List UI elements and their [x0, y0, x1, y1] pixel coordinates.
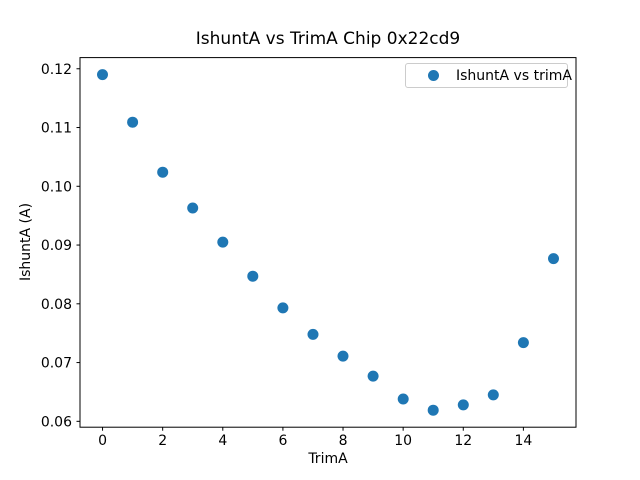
x-tick-label: 2 — [158, 433, 167, 449]
legend-circle-marker-icon — [428, 70, 439, 81]
data-point — [277, 302, 289, 314]
data-point — [427, 404, 439, 416]
x-tick-label: 6 — [278, 433, 287, 449]
y-tick-label: 0.12 — [41, 62, 72, 78]
data-point — [487, 389, 499, 401]
data-point — [187, 202, 199, 214]
y-tick-label: 0.09 — [41, 238, 72, 254]
x-tick-label: 14 — [514, 433, 532, 449]
data-point — [217, 236, 229, 248]
data-point — [367, 370, 379, 382]
data-point — [548, 253, 559, 265]
axes-frame — [79, 57, 577, 428]
y-tick-label: 0.08 — [41, 297, 72, 313]
y-tick-label: 0.11 — [41, 121, 72, 137]
data-point — [337, 350, 349, 362]
data-point — [307, 328, 319, 340]
x-tick-label: 10 — [394, 433, 412, 449]
data-point — [457, 399, 469, 411]
y-tick-label: 0.07 — [41, 356, 72, 372]
x-tick-label: 8 — [339, 433, 348, 449]
y-tick-label: 0.06 — [41, 414, 72, 430]
data-point — [157, 166, 169, 178]
data-point — [247, 270, 259, 282]
y-axis-label: IshuntA (A) — [18, 202, 34, 282]
legend-label: IshuntA vs trimA — [456, 67, 572, 84]
data-point — [397, 393, 409, 405]
legend: IshuntA vs trimA — [405, 63, 572, 88]
data-point — [517, 337, 529, 349]
data-point — [97, 69, 108, 81]
chart-title: IshuntA vs TrimA Chip 0x22cd9 — [195, 29, 461, 49]
x-axis-label: TrimA — [308, 451, 348, 467]
data-point — [127, 116, 139, 128]
x-tick-label: 4 — [218, 433, 227, 449]
y-tick-label: 0.10 — [41, 179, 72, 195]
x-tick-label: 12 — [454, 433, 472, 449]
x-tick-label: 0 — [98, 433, 107, 449]
